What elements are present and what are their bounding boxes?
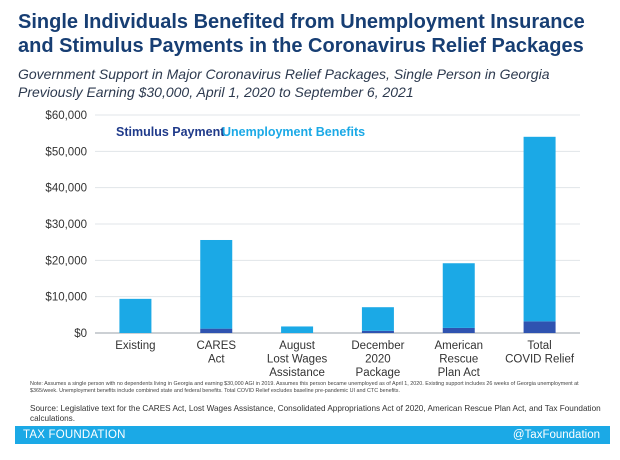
legend-stimulus-label: Stimulus Payment — [116, 125, 225, 139]
bar-unemployment — [281, 326, 314, 333]
bar-unemployment — [361, 307, 394, 331]
bar-unemployment — [442, 263, 475, 328]
x-tick-label: 2020 — [365, 354, 391, 366]
bar-unemployment — [200, 239, 233, 329]
footnote-note: Note: Assumes a single person with no de… — [30, 381, 579, 395]
x-tick-label: COVID Relief — [505, 354, 575, 366]
x-tick-label: American — [434, 340, 483, 352]
y-tick-label: $30,000 — [45, 219, 87, 231]
chart-subtitle: Government Support in Major Coronavirus … — [18, 65, 608, 101]
x-tick-label: Total — [527, 340, 551, 352]
x-tick-label: Act — [208, 354, 225, 366]
footer-bar: TAX FOUNDATION @TaxFoundation — [15, 426, 610, 444]
bar-stimulus — [523, 321, 556, 333]
bar-stimulus — [200, 328, 233, 333]
footer-brand: TAX FOUNDATION — [23, 429, 126, 441]
y-tick-label: $50,000 — [45, 146, 87, 158]
subtitle-line: Previously Earning $30,000, April 1, 202… — [18, 84, 414, 100]
x-tick-label: CARES — [196, 340, 236, 352]
x-tick-label: August — [279, 340, 316, 352]
x-tick-label: Plan Act — [438, 367, 481, 379]
x-tick-label: Existing — [115, 340, 155, 352]
bar-unemployment — [119, 298, 152, 333]
y-tick-label: $10,000 — [45, 292, 87, 304]
footer-handle: @TaxFoundation — [512, 429, 600, 441]
y-tick-label: $0 — [74, 328, 87, 340]
subtitle-line: Government Support in Major Coronavirus … — [18, 66, 550, 82]
x-tick-label: Lost Wages — [267, 354, 328, 366]
x-tick-label: December — [351, 340, 404, 352]
chart-title: Single Individuals Benefited from Unempl… — [18, 11, 585, 57]
legend-unemployment-label: Unemployment Benefits — [222, 125, 365, 139]
bar-chart: $0 $10,000 $20,000 $30,000 $40,000 $50,000 $60… — [45, 110, 580, 379]
bar-stimulus — [442, 327, 475, 333]
footnote-source: Source: Legislative text for the CARES A… — [30, 404, 601, 423]
x-tick-label: Assistance — [269, 367, 325, 379]
x-tick-label: Package — [356, 367, 401, 379]
x-tick-label: Rescue — [439, 354, 478, 366]
y-tick-label: $40,000 — [45, 183, 87, 195]
y-tick-label: $20,000 — [45, 255, 87, 267]
bar-stimulus — [361, 330, 394, 333]
y-tick-label: $60,000 — [45, 110, 87, 122]
bar-unemployment — [523, 136, 556, 322]
